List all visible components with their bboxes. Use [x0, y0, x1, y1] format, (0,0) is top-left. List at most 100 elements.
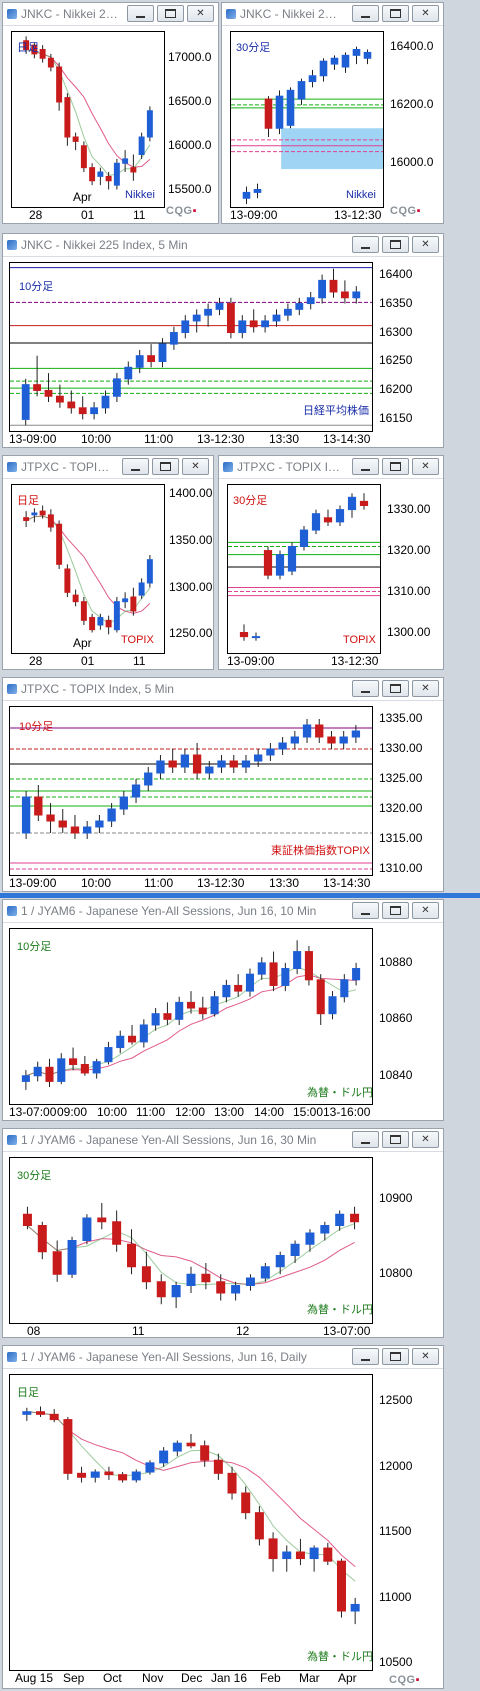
- candle: [363, 49, 372, 65]
- minimize-button[interactable]: [127, 5, 154, 22]
- candle: [80, 597, 87, 625]
- chart-window-p3[interactable]: JNKC - Nikkei 225 Index, 5 Min ✕ 16400 1635…: [2, 233, 444, 448]
- plot-area[interactable]: [230, 31, 384, 208]
- maximize-button[interactable]: [157, 5, 184, 22]
- close-button[interactable]: ✕: [412, 1131, 439, 1148]
- chart-window-p5[interactable]: JTPXC - TOPIX Index, 30 Min ✕ 1330.00 1320.…: [218, 455, 444, 670]
- y-tick-label: 10840: [379, 1067, 413, 1082]
- plot-area[interactable]: [227, 484, 381, 654]
- close-button[interactable]: ✕: [412, 902, 439, 919]
- candle: [266, 743, 275, 761]
- timeframe-label: 30分足: [17, 1170, 52, 1182]
- maximize-button[interactable]: [382, 236, 409, 253]
- maximize-button[interactable]: [382, 680, 409, 697]
- window-titlebar[interactable]: JTPXC - TOPIX Index, 5 Min ✕: [3, 678, 443, 701]
- candle: [131, 1469, 141, 1483]
- candle: [222, 979, 231, 1003]
- chart-window-p9[interactable]: 1 / JYAM6 - Japanese Yen-All Sessions, J…: [2, 1345, 444, 1689]
- logo-mark-icon: ▪: [415, 1674, 420, 1686]
- window-titlebar[interactable]: JNKC - Nikkei 225 Index, 30 Min ✕: [222, 3, 443, 26]
- x-tick-label: 15:00: [293, 1105, 324, 1119]
- chart-window-p6[interactable]: JTPXC - TOPIX Index, 5 Min ✕ 1335.00 1330.0…: [2, 677, 444, 892]
- minimize-button[interactable]: [352, 1348, 379, 1365]
- app-icon: [7, 462, 17, 472]
- maximize-button[interactable]: [382, 1131, 409, 1148]
- candle: [213, 1453, 223, 1480]
- maximize-button[interactable]: [382, 5, 409, 22]
- close-button[interactable]: ✕: [412, 680, 439, 697]
- minimize-button[interactable]: [352, 5, 379, 22]
- logo-mark-icon: ▪: [416, 205, 421, 217]
- candle: [350, 1597, 360, 1625]
- candle: [295, 297, 304, 316]
- window-titlebar[interactable]: JTPXC - TOPIX Index, 30 Min ✕: [219, 456, 443, 479]
- chart-window-p2[interactable]: JNKC - Nikkei 225 Index, 30 Min ✕ 16400.0 1…: [221, 2, 444, 224]
- minimize-button[interactable]: [352, 680, 379, 697]
- candle: [31, 508, 38, 523]
- candle: [104, 1041, 113, 1065]
- plot-area[interactable]: [9, 928, 373, 1105]
- y-tick-label: 10800: [379, 1266, 413, 1281]
- candle: [329, 268, 338, 298]
- window-titlebar[interactable]: JNKC - Nikkei 225 Index, 5 Min ✕: [3, 234, 443, 257]
- candle: [302, 719, 312, 743]
- plot-area[interactable]: [11, 31, 165, 208]
- maximize-icon: [153, 459, 178, 474]
- close-button[interactable]: ✕: [412, 1348, 439, 1365]
- close-button[interactable]: ✕: [412, 236, 439, 253]
- candle: [261, 315, 270, 333]
- candle: [67, 390, 76, 414]
- window-titlebar[interactable]: JNKC - Nikkei 225 Index, Daily ✕: [3, 3, 218, 26]
- candle: [104, 1466, 114, 1480]
- candle: [67, 1236, 77, 1278]
- maximize-button[interactable]: [382, 1348, 409, 1365]
- minimize-button[interactable]: [352, 236, 379, 253]
- close-icon: ✕: [191, 461, 200, 472]
- candle: [263, 546, 273, 580]
- moving-average-long: [27, 1225, 355, 1286]
- close-button[interactable]: ✕: [412, 5, 439, 22]
- plot-area[interactable]: [9, 706, 373, 876]
- candle: [297, 78, 306, 105]
- maximize-button[interactable]: [382, 458, 409, 475]
- minimize-button[interactable]: [352, 458, 379, 475]
- candle: [97, 613, 104, 630]
- chart-window-p4[interactable]: JTPXC - TOPIX Index, Daily ✕ 1400.00 1350.0…: [2, 455, 214, 670]
- plot-area[interactable]: [9, 1374, 373, 1671]
- close-button[interactable]: ✕: [182, 458, 209, 475]
- candle: [328, 991, 337, 1020]
- candle: [80, 1056, 89, 1076]
- candle: [330, 55, 339, 70]
- close-icon: ✕: [421, 461, 430, 472]
- chart-window-p1[interactable]: JNKC - Nikkei 225 Index, Daily ✕ 17000.0 16…: [2, 2, 219, 224]
- plot-area[interactable]: [9, 1157, 373, 1324]
- candle: [309, 1545, 319, 1572]
- close-button[interactable]: ✕: [187, 5, 214, 22]
- window-titlebar[interactable]: JTPXC - TOPIX Index, Daily ✕: [3, 456, 213, 479]
- minimize-button[interactable]: [352, 1131, 379, 1148]
- candle: [95, 815, 104, 833]
- chart-window-p7[interactable]: 1 / JYAM6 - Japanese Yen-All Sessions, J…: [2, 899, 444, 1121]
- candle: [113, 597, 120, 633]
- candle: [168, 749, 177, 773]
- window-titlebar[interactable]: 1 / JYAM6 - Japanese Yen-All Sessions, J…: [3, 1129, 443, 1152]
- candle: [241, 755, 251, 773]
- plot-area[interactable]: [11, 484, 165, 654]
- minimize-icon: [128, 6, 153, 21]
- maximize-button[interactable]: [382, 902, 409, 919]
- candle: [172, 1440, 182, 1457]
- maximize-button[interactable]: [152, 458, 179, 475]
- candle: [107, 803, 116, 827]
- app-icon: [7, 1352, 17, 1362]
- minimize-button[interactable]: [352, 902, 379, 919]
- candle: [22, 1206, 32, 1230]
- window-controls: ✕: [352, 458, 439, 475]
- minimize-button[interactable]: [122, 458, 149, 475]
- window-titlebar[interactable]: 1 / JYAM6 - Japanese Yen-All Sessions, J…: [3, 1346, 443, 1369]
- close-button[interactable]: ✕: [412, 458, 439, 475]
- plot-area[interactable]: [9, 262, 373, 432]
- chart-window-p8[interactable]: 1 / JYAM6 - Japanese Yen-All Sessions, J…: [2, 1128, 444, 1338]
- window-titlebar[interactable]: 1 / JYAM6 - Japanese Yen-All Sessions, J…: [3, 900, 443, 923]
- x-tick-label: 13:30: [269, 876, 300, 890]
- instrument-label: Nikkei: [125, 189, 155, 201]
